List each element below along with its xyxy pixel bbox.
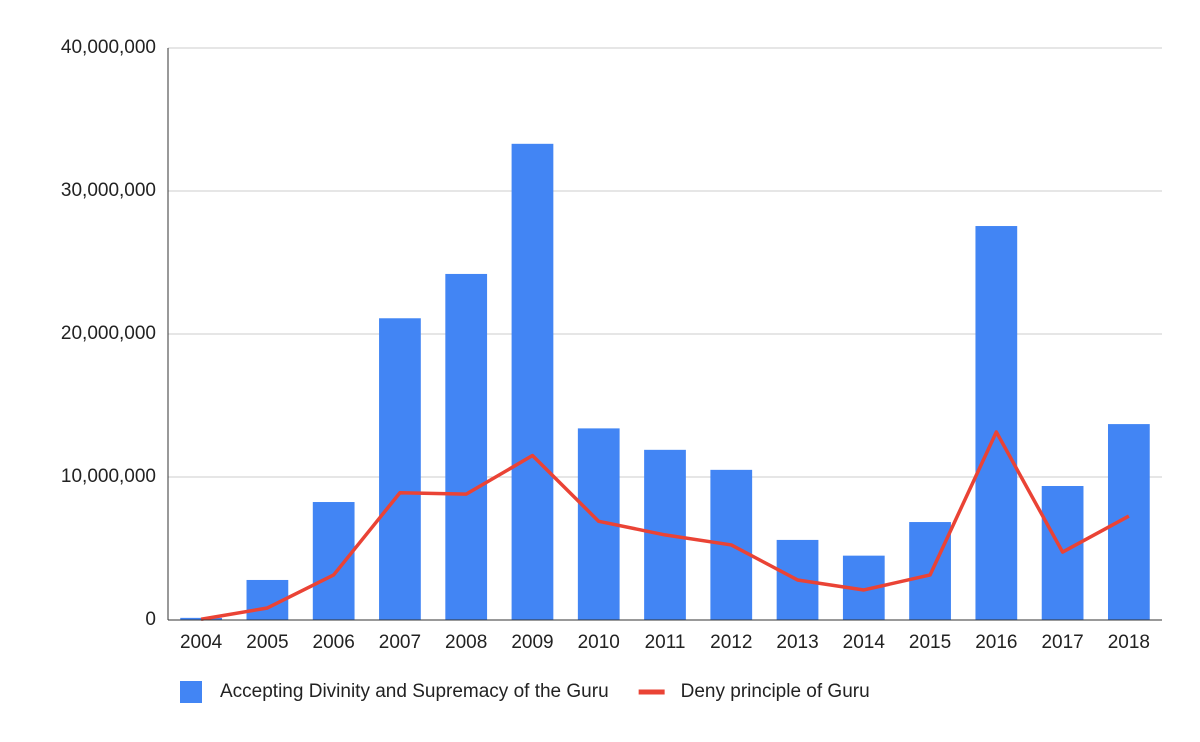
x-tick-label: 2013 [776, 632, 818, 653]
y-tick-label: 20,000,000 [61, 323, 156, 344]
y-tick-label: 10,000,000 [61, 466, 156, 487]
x-tick-label: 2016 [975, 632, 1017, 653]
x-tick-label: 2007 [379, 632, 421, 653]
legend-swatch [180, 681, 202, 703]
x-tick-label: 2011 [645, 632, 686, 653]
x-tick-label: 2017 [1041, 632, 1083, 653]
bar [379, 318, 421, 620]
x-tick-label: 2014 [843, 632, 886, 653]
y-tick-label: 40,000,000 [61, 37, 156, 58]
x-tick-label: 2015 [909, 632, 951, 653]
x-tick-label: 2004 [180, 632, 223, 653]
x-tick-label: 2018 [1108, 632, 1150, 653]
y-tick-label: 30,000,000 [61, 180, 156, 201]
x-tick-label: 2009 [511, 632, 553, 653]
bar [445, 273, 488, 620]
x-tick-label: 2006 [313, 632, 355, 653]
legend-label: Deny principle of Guru [681, 681, 870, 702]
x-tick-label: 2005 [246, 632, 288, 653]
x-tick-label: 2012 [710, 632, 752, 653]
bar [312, 502, 355, 620]
y-tick-label: 0 [145, 609, 156, 630]
x-tick-label: 2008 [445, 632, 487, 653]
bar [511, 143, 554, 620]
line [200, 430, 1130, 622]
legend-label: Accepting Divinity and Supremacy of the … [220, 681, 609, 702]
bar [975, 226, 1018, 620]
x-tick-label: 2010 [578, 632, 620, 653]
